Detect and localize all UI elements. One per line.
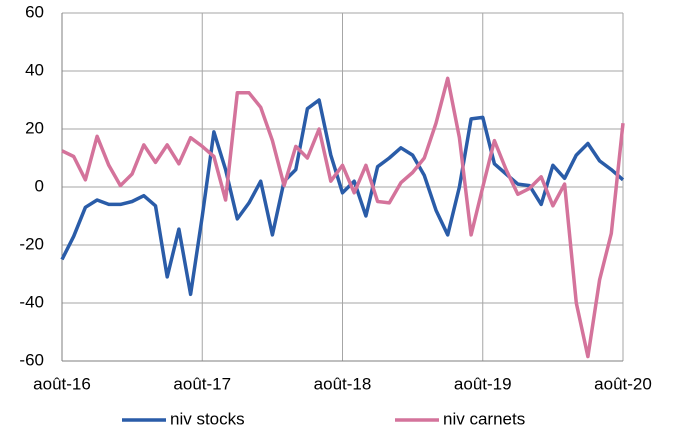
y-tick-label: -40: [19, 292, 44, 311]
x-tick-label: août-17: [173, 374, 231, 393]
x-tick-label: août-20: [594, 374, 652, 393]
y-tick-label: 0: [35, 176, 44, 195]
y-tick-label: -20: [19, 234, 44, 253]
series-line: [60, 98, 625, 297]
y-tick-label: 60: [25, 2, 44, 21]
x-tick-label: août-18: [314, 374, 372, 393]
legend-label: niv carnets: [443, 409, 525, 428]
x-tick-label: août-19: [454, 374, 512, 393]
series-line: [61, 76, 625, 359]
y-tick-label: 20: [25, 118, 44, 137]
legend-label: niv stocks: [170, 409, 245, 428]
y-tick-label: -60: [19, 350, 44, 369]
x-tick-label: août-16: [33, 374, 91, 393]
y-tick-label: 40: [25, 60, 44, 79]
